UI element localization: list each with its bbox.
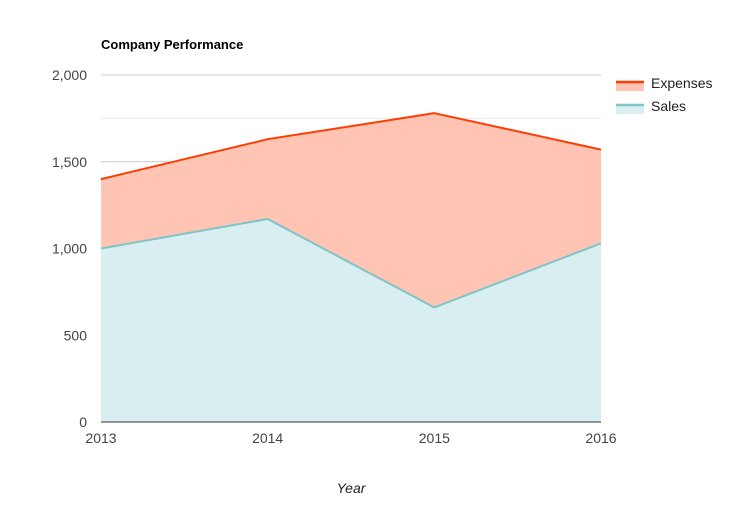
y-tick-label: 1,000 [52,241,87,257]
legend: Expenses Sales [616,75,712,114]
x-axis-label: Year [337,480,367,496]
y-tick-label: 2,000 [52,67,87,83]
line-expenses [100,112,602,181]
x-tick-label: 2013 [85,430,116,446]
y-axis-ticks: 0 500 1,000 1,500 2,000 [52,67,87,430]
legend-swatch-fill [616,82,644,91]
y-tick-label: 1,500 [52,154,87,170]
legend-label: Expenses [651,75,712,91]
series-lines [100,112,602,309]
legend-swatch-fill [616,105,644,114]
line-sales [100,218,602,309]
area-sales [101,219,601,422]
legend-item-expenses[interactable]: Expenses [616,75,712,91]
y-tick-label: 500 [64,327,88,343]
legend-item-sales[interactable]: Sales [616,98,686,114]
legend-label: Sales [651,98,686,114]
chart-title: Company Performance [101,37,243,52]
x-tick-label: 2015 [419,430,450,446]
x-axis-ticks: 2013 2014 2015 2016 [85,430,616,446]
area-fills [101,113,601,423]
x-tick-label: 2014 [252,430,283,446]
x-tick-label: 2016 [585,430,616,446]
y-tick-label: 0 [79,414,87,430]
